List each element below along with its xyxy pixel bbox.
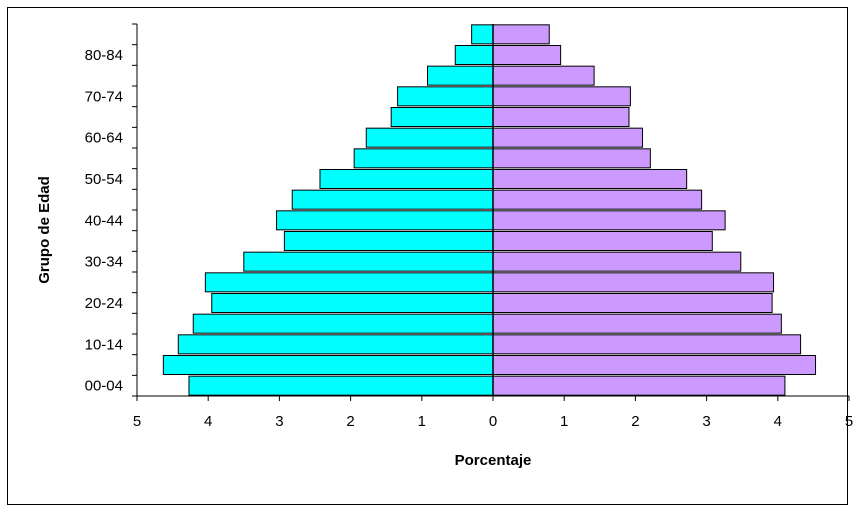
bar-right-30-34: [492, 251, 742, 272]
bar-left-15-19: [192, 313, 494, 334]
y-tick-label-70-74: 70-74: [85, 88, 123, 105]
bar-right-40-44: [492, 210, 726, 231]
bar-right-10-14: [492, 334, 802, 355]
bar-left-45-49: [291, 189, 494, 210]
bar-right-85+: [492, 24, 550, 45]
x-tick-label: 3: [275, 413, 283, 430]
bar-right-75-79: [492, 65, 595, 86]
x-tick-label: 2: [346, 413, 354, 430]
x-tick-label: 5: [133, 413, 141, 430]
y-tick-label-40-44: 40-44: [85, 212, 123, 229]
bar-left-00-04: [188, 375, 494, 396]
bar-left-70-74: [397, 86, 494, 107]
bar-left-10-14: [177, 334, 494, 355]
x-axis-title: Porcentaje: [455, 452, 532, 469]
bar-left-75-79: [426, 65, 494, 86]
bar-left-55-59: [353, 148, 494, 169]
bars-right-series: [492, 24, 817, 396]
bar-right-80-84: [492, 44, 562, 66]
bar-left-40-44: [276, 210, 494, 231]
bar-left-25-29: [204, 272, 494, 293]
x-tick-label: 2: [631, 413, 639, 430]
bar-right-55-59: [492, 148, 651, 169]
x-tick-label: 1: [560, 413, 568, 430]
bars-left-series: [162, 24, 494, 396]
y-tick-label-00-04: 00-04: [85, 378, 123, 395]
x-tick-label: 5: [845, 413, 853, 430]
x-tick-label: 0: [489, 413, 497, 430]
bar-left-20-24: [211, 292, 494, 314]
y-tick-label-30-34: 30-34: [85, 254, 123, 271]
bar-left-85+: [471, 24, 494, 45]
y-tick-label-10-14: 10-14: [85, 336, 123, 353]
bar-left-30-34: [243, 251, 494, 272]
bar-left-80-84: [454, 44, 494, 66]
x-tick-label: 3: [702, 413, 710, 430]
y-tick-label-50-54: 50-54: [85, 171, 123, 188]
bar-right-15-19: [492, 313, 782, 334]
y-axis-title: Grupo de Edad: [36, 176, 53, 284]
bar-right-50-54: [492, 168, 688, 190]
y-tick-group: 00-04 10-14 20-24 30-34 40-44 50-54 60-64 70-74…: [85, 23, 137, 397]
y-tick-label-80-84: 80-84: [85, 47, 123, 64]
bar-left-65-69: [390, 106, 494, 128]
bar-left-35-39: [283, 230, 494, 252]
y-tick-label-20-24: 20-24: [85, 295, 123, 312]
bar-right-65-69: [492, 106, 630, 128]
x-tick-group: 5 4 3 2 1 0 1 2 3 4 5: [133, 396, 853, 430]
bar-right-70-74: [492, 86, 631, 107]
bar-right-20-24: [492, 292, 773, 314]
bar-right-00-04: [492, 375, 786, 396]
bar-right-05-09: [492, 354, 817, 376]
bar-left-50-54: [319, 168, 494, 190]
y-tick-label-60-64: 60-64: [85, 130, 123, 147]
bar-right-25-29: [492, 272, 775, 293]
bar-right-35-39: [492, 230, 713, 252]
x-tick-label: 1: [418, 413, 426, 430]
bar-right-45-49: [492, 189, 703, 210]
x-tick-label: 4: [774, 413, 782, 430]
bar-left-05-09: [162, 354, 494, 376]
x-tick-label: 4: [204, 413, 212, 430]
bar-right-60-64: [492, 127, 644, 148]
bar-left-60-64: [365, 127, 494, 148]
